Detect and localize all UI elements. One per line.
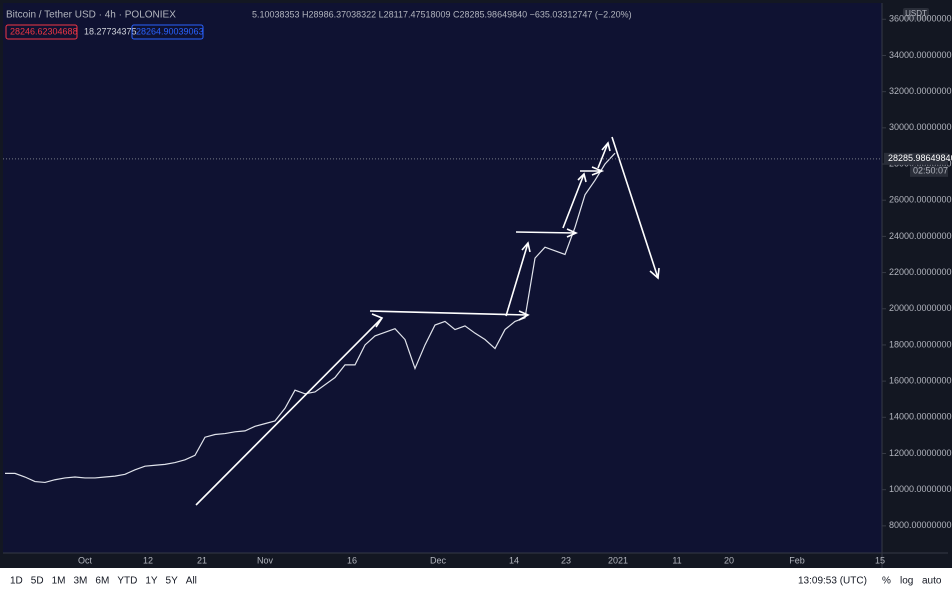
x-tick-label: 12 — [143, 555, 153, 565]
y-tick-label: 24000.00000000 — [889, 231, 952, 241]
countdown-badge — [910, 165, 948, 177]
y-tick-label: 26000.00000000 — [889, 195, 952, 205]
y-tick-label: 32000.00000000 — [889, 86, 952, 96]
range-button[interactable]: 1M — [52, 576, 66, 587]
range-button[interactable]: 6M — [95, 576, 109, 587]
plot — [5, 152, 616, 484]
currency: USDT — [905, 9, 927, 18]
arrow — [369, 310, 529, 316]
y-tick-label: 34000.00000000 — [889, 50, 952, 60]
ask: 28264.90039063 — [136, 26, 204, 36]
arrow-head — [591, 166, 605, 176]
x-tick-label: 20 — [724, 555, 734, 565]
log-toggle[interactable]: log — [900, 576, 913, 587]
auto-toggle[interactable]: auto — [922, 576, 942, 587]
y-tick-label: 8000.00000000 — [889, 520, 952, 530]
arrow-head — [518, 310, 530, 321]
ask-box — [131, 24, 204, 40]
x-tick-label: 23 — [561, 555, 571, 565]
range-button[interactable]: 1D — [10, 576, 23, 587]
y-tick-label: 16000.00000000 — [889, 376, 952, 386]
y-tick-label: 14000.00000000 — [889, 412, 952, 422]
range-button[interactable]: 5D — [31, 576, 44, 587]
x-tick-label: Dec — [430, 555, 447, 565]
symbol: Bitcoin / Tether USD · 4h · POLONIEX — [6, 10, 176, 21]
range-button[interactable]: 5Y — [166, 576, 179, 587]
arrow — [515, 231, 577, 234]
arrow-head — [566, 228, 578, 238]
x-tick-label: Feb — [789, 555, 805, 565]
annotations — [195, 136, 660, 506]
spread: 18.27734375 — [84, 26, 137, 36]
percent-toggle[interactable]: % — [882, 576, 891, 587]
x-tick-label: 2021 — [608, 555, 628, 565]
y-tick-label: 22000.00000000 — [889, 267, 952, 277]
range-button[interactable]: All — [186, 576, 197, 587]
countdown: 02:50:07 — [913, 166, 948, 176]
x-tick-label: Nov — [257, 555, 274, 565]
arrow-head — [371, 313, 384, 328]
x-tick-label: 21 — [197, 555, 207, 565]
y-tick-label: 36000.00000000 — [889, 14, 952, 24]
x-tick-label: Oct — [78, 555, 93, 565]
arrow-head — [577, 172, 587, 183]
arrow — [505, 242, 529, 317]
range-button[interactable]: 1Y — [145, 576, 158, 587]
arrow — [611, 136, 659, 279]
toolbar — [0, 568, 952, 594]
plot-area — [3, 3, 882, 553]
y-tick-label: 10000.00000000 — [889, 484, 952, 494]
range-button[interactable]: YTD — [117, 576, 137, 587]
arrow-head — [521, 241, 531, 253]
x-tick-label: 11 — [672, 555, 681, 565]
price-line — [5, 152, 616, 484]
ohlc: 5.10038353 H28986.37038322 L28117.475180… — [252, 9, 632, 19]
x-tick-label: 15 — [875, 555, 885, 565]
arrow — [195, 317, 383, 506]
y-tick-label: 20000.00000000 — [889, 303, 952, 313]
arrow — [562, 173, 585, 229]
x-tick-label: 16 — [347, 555, 357, 565]
y-tick-label: 12000.00000000 — [889, 448, 952, 458]
last-price-label: 28285.98649840 — [888, 153, 952, 163]
last-price-badge — [884, 152, 948, 165]
y-tick-label: 30000.00000000 — [889, 122, 952, 132]
x-tick-label: 14 — [509, 555, 519, 565]
currency-badge — [903, 8, 929, 20]
y-tick-label: 18000.00000000 — [889, 339, 952, 349]
arrow — [597, 142, 609, 169]
arrow-head — [649, 267, 660, 280]
bid-box — [5, 24, 78, 40]
toolbar-items: 13:09:53 (UTC) % log auto 1D 5D 1M 3M 6M YTD 1… — [10, 576, 942, 587]
clock: 13:09:53 (UTC) — [798, 576, 867, 587]
bid: 28246.62304688 — [10, 26, 78, 36]
range-button[interactable]: 3M — [74, 576, 88, 587]
arrow-head — [601, 141, 611, 152]
